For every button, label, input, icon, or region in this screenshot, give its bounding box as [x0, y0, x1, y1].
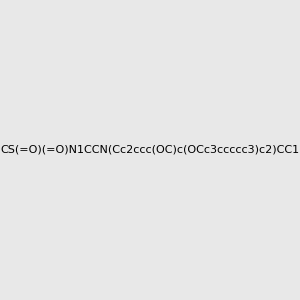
Text: CS(=O)(=O)N1CCN(Cc2ccc(OC)c(OCc3ccccc3)c2)CC1: CS(=O)(=O)N1CCN(Cc2ccc(OC)c(OCc3ccccc3)c… — [0, 145, 300, 155]
